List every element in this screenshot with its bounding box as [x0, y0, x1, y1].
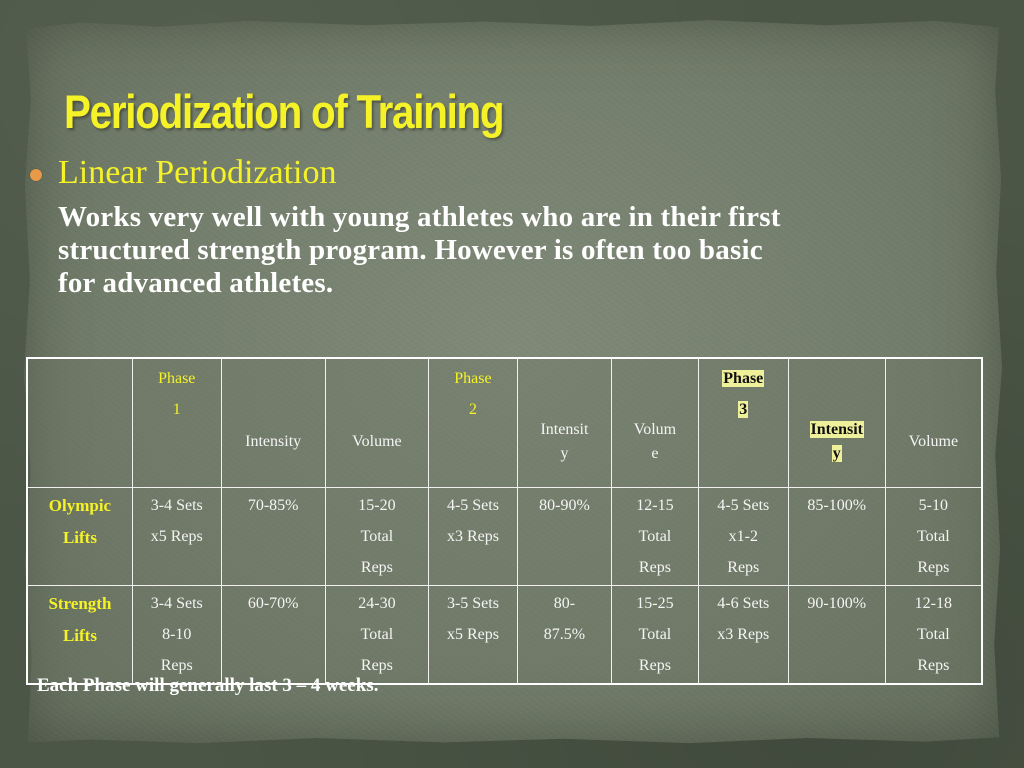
- olympic-phase-2-intensity: 80-90%: [516, 487, 613, 586]
- cell-line: Reps: [360, 657, 393, 674]
- slide-title: Periodization of Training: [64, 85, 505, 138]
- intensity-3-part1: Intensit: [809, 421, 864, 438]
- cell-line: 4-5 Sets: [717, 497, 770, 514]
- cell-line: 80-: [553, 595, 576, 612]
- cell-line: 60-70%: [247, 595, 299, 612]
- phase-3-label: Phase: [722, 370, 765, 387]
- table-header-row: Phase 1 Intensity Volume Phase 2 Intensi…: [26, 357, 983, 488]
- body-line: for advanced athletes.: [58, 267, 334, 299]
- cell-line: 4-6 Sets: [717, 595, 770, 612]
- cell-line: 3-5 Sets: [446, 595, 499, 612]
- header-intensity-1: Intensity: [220, 357, 326, 488]
- cell-line: 15-25: [636, 595, 674, 612]
- strength-phase-1-sets: 3-4 Sets 8-10 Reps: [131, 585, 222, 685]
- olympic-phase-3-sets: 4-5 Sets x1-2 Reps: [697, 487, 789, 586]
- strength-phase-1-intensity: 60-70%: [220, 585, 326, 685]
- intensity-3-part2: y: [831, 445, 842, 462]
- olympic-phase-2-sets: 4-5 Sets x3 Reps: [428, 487, 518, 586]
- cell-line: x5 Reps: [446, 626, 499, 643]
- cell-line: 90-100%: [807, 595, 867, 612]
- row-label-line: Lifts: [62, 626, 97, 645]
- olympic-phase-1-intensity: 70-85%: [220, 487, 326, 586]
- cell-line: x5 Reps: [150, 528, 203, 545]
- olympic-phase-1-sets: 3-4 Sets x5 Reps: [131, 487, 222, 586]
- row-label-strength-lifts: Strength Lifts: [26, 585, 133, 685]
- header-empty-cell: [26, 357, 133, 488]
- header-volume-3: Volume: [884, 357, 983, 488]
- cell-line: 3-4 Sets: [150, 497, 203, 514]
- intensity-2-part2: y: [560, 445, 569, 462]
- cell-line: Total: [638, 626, 672, 643]
- phase-3-number: 3: [738, 401, 749, 418]
- cell-line: 12-15: [636, 497, 674, 514]
- strength-phase-3-volume: 12-18 Total Reps: [884, 585, 983, 685]
- strength-phase-2-volume: 15-25 Total Reps: [611, 585, 699, 685]
- cell-line: x3 Reps: [446, 528, 499, 545]
- header-volume-1: Volume: [324, 357, 430, 488]
- cell-line: Total: [360, 626, 394, 643]
- table-row-olympic: Olympic Lifts 3-4 Sets x5 Reps 70-85% 15-…: [26, 487, 983, 586]
- row-label-line: Strength: [48, 594, 112, 613]
- body-line: Works very well with young athletes who …: [58, 201, 781, 233]
- strength-phase-1-volume: 24-30 Total Reps: [324, 585, 430, 685]
- periodization-table: Phase 1 Intensity Volume Phase 2 Intensi…: [26, 357, 983, 685]
- cell-line: 80-90%: [539, 497, 590, 514]
- header-intensity-2: Intensit y: [516, 357, 613, 488]
- cell-line: Total: [917, 626, 950, 643]
- olympic-phase-3-intensity: 85-100%: [787, 487, 886, 586]
- cell-line: Reps: [727, 559, 760, 576]
- bullet-label: Linear Periodization: [58, 154, 337, 191]
- strength-phase-2-intensity: 80- 87.5%: [516, 585, 613, 685]
- row-label-olympic-lifts: Olympic Lifts: [26, 487, 133, 586]
- footnote: Each Phase will generally last 3 – 4 wee…: [37, 675, 379, 696]
- cell-line: 8-10: [162, 626, 192, 643]
- cell-line: Reps: [917, 657, 950, 674]
- table-row-strength: Strength Lifts 3-4 Sets 8-10 Reps 60-70% 2…: [26, 585, 983, 685]
- bullet-dot-icon: [30, 169, 42, 181]
- volume-2-part2: e: [651, 445, 659, 462]
- body-paragraph: Works very well with young athletes who …: [58, 201, 988, 300]
- cell-line: 3-4 Sets: [150, 595, 203, 612]
- cell-line: 5-10: [918, 497, 948, 514]
- phase-2-number: 2: [468, 401, 477, 418]
- body-line: structured strength program. However is …: [58, 234, 763, 266]
- cell-line: Reps: [360, 559, 393, 576]
- cell-line: x3 Reps: [717, 626, 770, 643]
- cell-line: 15-20: [358, 497, 396, 514]
- bullet-item: Linear Periodization: [30, 154, 337, 192]
- header-phase-1: Phase 1: [131, 357, 222, 488]
- cell-line: Reps: [917, 559, 950, 576]
- volume-2-part1: Volum: [633, 421, 677, 438]
- cell-line: 24-30: [358, 595, 396, 612]
- cell-line: Total: [360, 528, 394, 545]
- cell-line: 87.5%: [543, 626, 586, 643]
- intensity-2-part1: Intensit: [540, 421, 589, 438]
- header-phase-3: Phase 3: [697, 357, 789, 488]
- cell-line: Reps: [638, 657, 671, 674]
- cell-line: x1-2: [728, 528, 758, 545]
- header-phase-2: Phase 2: [428, 357, 518, 488]
- phase-1-number: 1: [172, 401, 181, 418]
- olympic-phase-3-volume: 5-10 Total Reps: [884, 487, 983, 586]
- cell-line: Reps: [160, 657, 193, 674]
- cell-line: 70-85%: [247, 497, 299, 514]
- strength-phase-2-sets: 3-5 Sets x5 Reps: [428, 585, 518, 685]
- header-intensity-3: Intensit y: [787, 357, 886, 488]
- strength-phase-3-sets: 4-6 Sets x3 Reps: [697, 585, 789, 685]
- cell-line: Total: [638, 528, 672, 545]
- cell-line: Reps: [638, 559, 671, 576]
- row-label-line: Lifts: [62, 528, 97, 547]
- row-label-line: Olympic: [48, 496, 112, 515]
- phase-2-label: Phase: [454, 370, 492, 387]
- olympic-phase-1-volume: 15-20 Total Reps: [324, 487, 430, 586]
- strength-phase-3-intensity: 90-100%: [787, 585, 886, 685]
- olympic-phase-2-volume: 12-15 Total Reps: [611, 487, 699, 586]
- phase-1-label: Phase: [158, 370, 196, 387]
- cell-line: 12-18: [914, 595, 952, 612]
- cell-line: 4-5 Sets: [446, 497, 499, 514]
- cell-line: 85-100%: [807, 497, 867, 514]
- cell-line: Total: [917, 528, 950, 545]
- header-volume-2: Volum e: [611, 357, 699, 488]
